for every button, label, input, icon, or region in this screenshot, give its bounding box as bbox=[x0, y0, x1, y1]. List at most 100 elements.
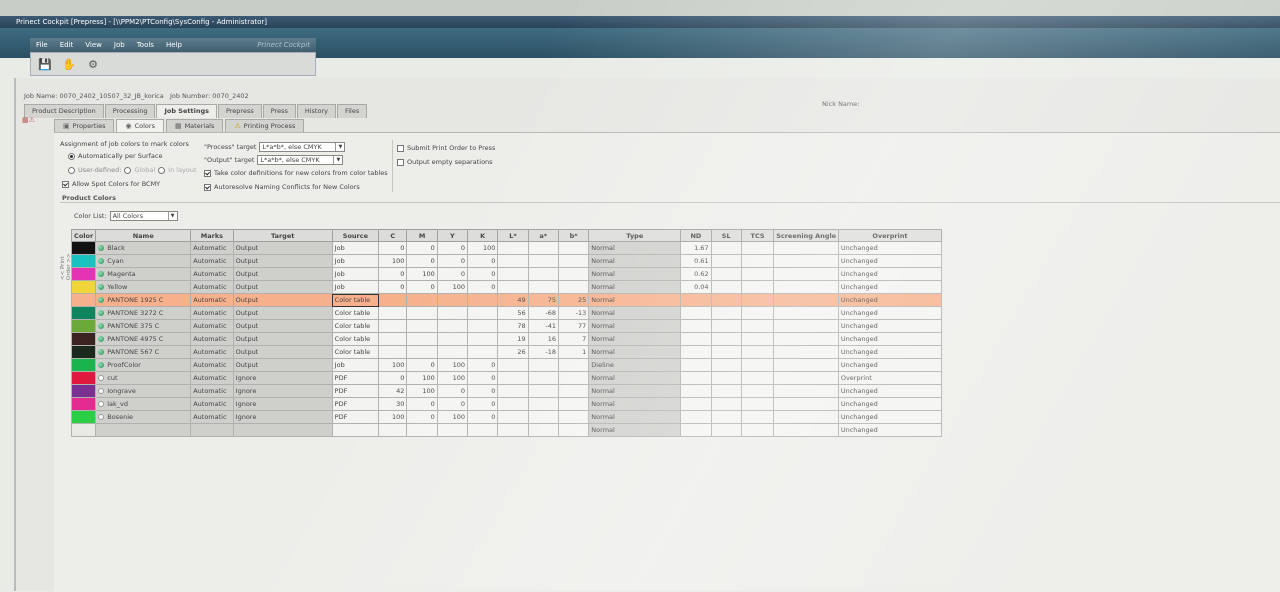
nd-cell[interactable] bbox=[680, 423, 712, 437]
column-header[interactable]: SL bbox=[710, 229, 742, 242]
a-value-cell[interactable]: -68 bbox=[527, 306, 559, 320]
menu-help[interactable]: Help bbox=[165, 41, 182, 49]
name-cell[interactable]: lak_vd bbox=[95, 397, 192, 411]
type-cell[interactable]: Normal bbox=[588, 397, 682, 411]
overprint-cell[interactable]: Unchanged bbox=[837, 319, 943, 333]
k-value-cell[interactable] bbox=[467, 306, 499, 320]
source-cell[interactable]: PDF bbox=[331, 397, 380, 411]
marks-cell[interactable]: Automatic bbox=[190, 371, 234, 385]
b-value-cell[interactable] bbox=[557, 397, 590, 411]
menu-tools[interactable]: Tools bbox=[136, 41, 154, 49]
m-value-cell[interactable]: 100 bbox=[406, 371, 438, 385]
sl-cell[interactable] bbox=[710, 306, 742, 320]
overprint-cell[interactable]: Unchanged bbox=[837, 241, 943, 255]
table-row[interactable]: Bosenie Automatic Ignore PDF 100 0 100 0 Normal U… bbox=[70, 410, 943, 424]
nd-cell[interactable] bbox=[680, 332, 712, 346]
table-row[interactable]: PANTONE 1925 C Automatic Output Color table… bbox=[70, 293, 943, 307]
table-row[interactable]: PANTONE 375 C Automatic Output Color table 7… bbox=[70, 319, 943, 333]
column-header[interactable]: Screening Angle bbox=[773, 229, 839, 242]
source-cell[interactable]: Job bbox=[331, 254, 380, 268]
table-row[interactable]: PANTONE 567 C Automatic Output Color table 2… bbox=[70, 345, 943, 359]
y-value-cell[interactable] bbox=[436, 423, 469, 437]
column-header[interactable]: Marks bbox=[190, 229, 234, 242]
k-value-cell[interactable] bbox=[467, 423, 499, 437]
m-value-cell[interactable]: 0 bbox=[406, 254, 438, 268]
tcs-cell[interactable] bbox=[740, 254, 775, 268]
target-cell[interactable]: Output bbox=[232, 358, 333, 372]
sl-cell[interactable] bbox=[710, 410, 742, 424]
l-value-cell[interactable] bbox=[497, 241, 529, 255]
a-value-cell[interactable]: 16 bbox=[527, 332, 559, 346]
nd-cell[interactable] bbox=[680, 371, 712, 385]
l-value-cell[interactable] bbox=[497, 358, 529, 372]
take-color-defs-checkbox[interactable]: Take color definitions for new colors fr… bbox=[204, 169, 388, 177]
c-value-cell[interactable]: 42 bbox=[378, 384, 408, 398]
name-cell[interactable]: Cyan bbox=[95, 254, 192, 268]
c-value-cell[interactable]: 30 bbox=[378, 397, 408, 411]
y-value-cell[interactable]: 100 bbox=[436, 280, 469, 294]
screening-angle-cell[interactable] bbox=[773, 410, 839, 424]
target-cell[interactable]: Ignore bbox=[232, 384, 333, 398]
tab-press[interactable]: Press bbox=[262, 104, 296, 118]
nd-cell[interactable]: 0.61 bbox=[680, 254, 712, 268]
b-value-cell[interactable] bbox=[557, 423, 590, 437]
l-value-cell[interactable] bbox=[497, 423, 529, 437]
nd-cell[interactable] bbox=[680, 319, 712, 333]
column-header[interactable]: Color bbox=[70, 229, 97, 242]
l-value-cell[interactable]: 19 bbox=[497, 332, 529, 346]
marks-cell[interactable]: Automatic bbox=[190, 410, 234, 424]
table-row[interactable]: Magenta Automatic Output Job 0 100 0 0 Normal 0.6… bbox=[70, 267, 943, 281]
y-value-cell[interactable]: 0 bbox=[436, 254, 469, 268]
tab-product-description[interactable]: Product Description bbox=[24, 104, 104, 118]
name-cell[interactable]: PANTONE 1925 C bbox=[95, 293, 192, 307]
tab-files[interactable]: Files bbox=[336, 104, 368, 118]
tab-job-settings[interactable]: Job Settings bbox=[156, 104, 217, 118]
tcs-cell[interactable] bbox=[740, 423, 775, 437]
y-value-cell[interactable]: 0 bbox=[436, 267, 469, 281]
color-list-select[interactable]: All Colors ▼ bbox=[109, 211, 178, 221]
c-value-cell[interactable] bbox=[378, 306, 408, 320]
process-target-select[interactable]: L*a*b*, else CMYK ▼ bbox=[259, 142, 346, 152]
tab-processing[interactable]: Processing bbox=[104, 104, 156, 118]
y-value-cell[interactable] bbox=[436, 306, 469, 320]
y-value-cell[interactable] bbox=[436, 332, 469, 346]
source-cell[interactable]: Color table bbox=[331, 319, 380, 333]
l-value-cell[interactable] bbox=[497, 280, 529, 294]
type-cell[interactable]: Normal bbox=[588, 423, 682, 437]
tcs-cell[interactable] bbox=[740, 319, 775, 333]
tcs-cell[interactable] bbox=[740, 358, 775, 372]
marks-cell[interactable]: Automatic bbox=[190, 306, 234, 320]
nd-cell[interactable]: 1.67 bbox=[680, 241, 712, 255]
column-header[interactable]: Target bbox=[232, 229, 333, 242]
type-cell[interactable]: Normal bbox=[588, 319, 682, 333]
b-value-cell[interactable]: -13 bbox=[557, 306, 590, 320]
allow-spot-checkbox[interactable]: Allow Spot Colors for BCMY bbox=[62, 180, 160, 188]
l-value-cell[interactable] bbox=[497, 267, 529, 281]
source-cell[interactable] bbox=[331, 423, 380, 437]
a-value-cell[interactable] bbox=[527, 267, 559, 281]
tcs-cell[interactable] bbox=[740, 280, 775, 294]
c-value-cell[interactable]: 0 bbox=[378, 280, 408, 294]
column-header[interactable]: K bbox=[467, 229, 499, 242]
subtab-colors[interactable]: ◉ Colors bbox=[116, 119, 164, 133]
c-value-cell[interactable] bbox=[378, 332, 408, 346]
column-header[interactable]: Source bbox=[331, 229, 380, 242]
nd-cell[interactable] bbox=[680, 397, 712, 411]
y-value-cell[interactable]: 100 bbox=[436, 371, 469, 385]
b-value-cell[interactable] bbox=[557, 267, 590, 281]
sl-cell[interactable] bbox=[710, 293, 742, 307]
source-cell[interactable]: PDF bbox=[331, 410, 380, 424]
sl-cell[interactable] bbox=[710, 241, 742, 255]
overprint-cell[interactable]: Unchanged bbox=[837, 280, 943, 294]
c-value-cell[interactable]: 0 bbox=[378, 241, 408, 255]
table-row[interactable]: Black Automatic Output Job 0 0 0 100 Normal 1.67 U… bbox=[70, 241, 943, 255]
tcs-cell[interactable] bbox=[740, 293, 775, 307]
screening-angle-cell[interactable] bbox=[773, 423, 839, 437]
marks-cell[interactable]: Automatic bbox=[190, 293, 234, 307]
b-value-cell[interactable]: 1 bbox=[557, 345, 590, 359]
menu-file[interactable]: File bbox=[36, 41, 48, 49]
overprint-cell[interactable]: Unchanged bbox=[837, 423, 943, 437]
marks-cell[interactable]: Automatic bbox=[190, 241, 234, 255]
k-value-cell[interactable] bbox=[467, 332, 499, 346]
name-cell[interactable]: ProofColor bbox=[95, 358, 192, 372]
